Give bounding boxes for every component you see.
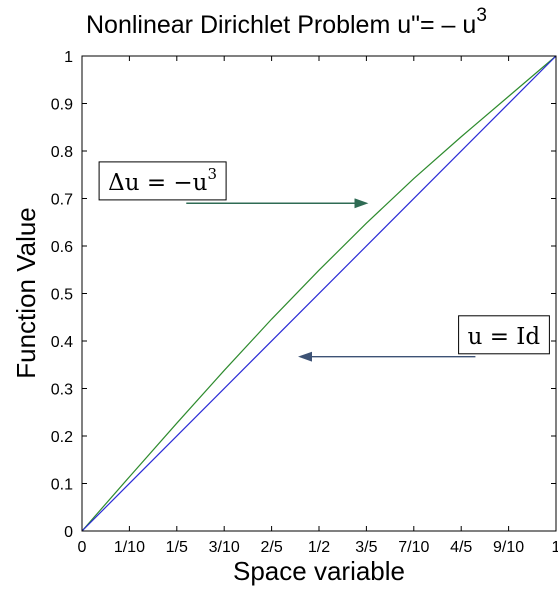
annotation-box-1: u = Id xyxy=(458,315,550,355)
y-tick-label-9: 0.9 xyxy=(51,97,73,114)
x-tick-label-5: 1/2 xyxy=(308,539,330,556)
x-tick-label-1: 1/10 xyxy=(114,539,145,556)
series-line-0 xyxy=(81,55,557,532)
annotation-box-0: Δu = −u3 xyxy=(98,161,227,201)
chart-title-main: Nonlinear Dirichlet Problem u"= – u xyxy=(86,11,476,39)
x-tick-label-0: 0 xyxy=(78,539,87,556)
y-tick-label-0: 0 xyxy=(64,524,73,541)
annotation-frame-0 xyxy=(98,161,227,201)
y-tick-label-8: 0.8 xyxy=(51,144,73,161)
annotation-label-1: u = Id xyxy=(468,324,541,350)
x-tick-label-6: 3/5 xyxy=(355,539,377,556)
y-tick-label-3: 0.3 xyxy=(51,382,73,399)
y-tick-label-7: 0.7 xyxy=(51,192,73,209)
y-tick-label-5: 0.5 xyxy=(51,287,73,304)
annotation-label-0: Δu = −u3 xyxy=(108,165,217,196)
y-tick-label-4: 0.4 xyxy=(51,334,73,351)
series-layer xyxy=(81,55,557,532)
x-tick-label-9: 9/10 xyxy=(493,539,524,556)
x-tick-label-2: 1/5 xyxy=(166,539,188,556)
y-tick-label-10: 1 xyxy=(64,49,73,66)
y-tick-label-6: 0.6 xyxy=(51,239,73,256)
x-axis-label: Space variable xyxy=(233,556,405,586)
chart-title: Nonlinear Dirichlet Problem u"= – u3 xyxy=(86,5,487,39)
annotation-layer: Δu = −u3 u = Id xyxy=(98,161,550,362)
annotation-label-main-1: u = Id xyxy=(468,324,541,350)
x-tick-label-8: 4/5 xyxy=(450,539,472,556)
tick-layer: 0 1/10 1/5 3/10 2/5 1/2 3/5 7/10 4/5 9/10 1 0 0.1 0.2… xyxy=(51,49,558,556)
x-tick-label-3: 3/10 xyxy=(209,539,240,556)
series-line-1 xyxy=(81,55,557,532)
y-axis-label: Function Value xyxy=(11,207,41,379)
y-tick-label-2: 0.2 xyxy=(51,429,73,446)
x-tick-label-10: 1 xyxy=(552,539,558,556)
annotation-label-main-0: Δu = −u xyxy=(108,170,207,196)
x-tick-label-4: 2/5 xyxy=(260,539,282,556)
y-tick-label-1: 0.1 xyxy=(51,477,73,494)
annotation-frame-1 xyxy=(458,315,550,355)
chart-title-superscript: 3 xyxy=(476,5,487,26)
annotation-label-sup-0: 3 xyxy=(208,165,218,183)
x-tick-label-7: 7/10 xyxy=(398,539,429,556)
